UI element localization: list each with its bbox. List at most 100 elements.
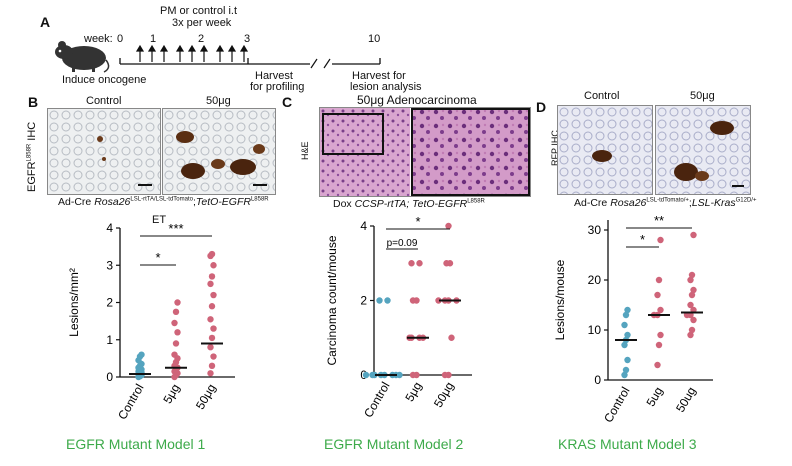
harvest-lesion-line1: Harvest for — [352, 70, 406, 82]
data-point — [210, 291, 217, 299]
x-tick-label: 5μg — [402, 380, 424, 405]
harvest-profiling-line1: Harvest — [255, 70, 293, 82]
harvest-profiling-line2: for profiling — [250, 81, 305, 93]
data-point — [208, 273, 216, 280]
y-tick-label: 0 — [106, 370, 113, 384]
panel-b-et-label: ET — [152, 214, 167, 226]
data-point — [172, 308, 180, 316]
data-point — [445, 222, 452, 230]
week-3: 3 — [244, 33, 251, 45]
data-point — [654, 361, 661, 369]
data-point — [688, 326, 696, 334]
y-tick-label: 20 — [588, 273, 602, 287]
data-point — [207, 316, 214, 323]
y-tick-label: 2 — [360, 294, 367, 308]
data-point — [443, 260, 450, 267]
significance-label: * — [640, 232, 645, 247]
panel-d-control-micrograph — [557, 105, 653, 195]
x-tick-label: 5ug — [643, 385, 665, 409]
significance-label: * — [155, 250, 160, 265]
y-tick-label: 2 — [106, 296, 113, 310]
panel-b-model-title: EGFR Mutant Model 1 — [66, 436, 206, 452]
y-tick-label: 3 — [106, 258, 113, 272]
data-point — [657, 306, 664, 314]
y-tick-label: 4 — [360, 219, 367, 233]
data-point — [690, 286, 697, 294]
data-point — [688, 271, 696, 279]
data-point — [657, 331, 664, 339]
panel-c-title: 50μg Adenocarcinoma — [357, 93, 477, 107]
y-tick-label: 10 — [588, 323, 602, 337]
panel-b-control-micrograph — [47, 108, 161, 195]
data-point — [624, 356, 631, 364]
panel-b-control-label: Control — [86, 95, 122, 107]
panel-d-model-title: KRAS Mutant Model 3 — [558, 436, 697, 452]
x-tick-label: 50μg — [431, 380, 457, 410]
treatment-label: PM or control i.t — [160, 5, 238, 17]
week-0: 0 — [117, 33, 124, 45]
data-point — [171, 351, 178, 358]
panel-c-he-micrograph — [319, 107, 531, 197]
data-point — [416, 260, 423, 267]
week-label: week: — [84, 33, 113, 45]
data-point — [207, 344, 214, 351]
data-point — [207, 280, 214, 288]
panel-c-genotype: Dox CCSP-rtTA; TetO-EGFRL858R — [333, 198, 485, 210]
significance-label: * — [415, 214, 420, 229]
y-tick-label: 4 — [106, 221, 113, 235]
data-point — [362, 371, 370, 379]
x-tick-label: 5μg — [160, 382, 182, 407]
panel-b-dose-micrograph — [162, 108, 276, 195]
data-point — [448, 334, 455, 341]
data-point — [210, 353, 217, 360]
y-tick-label: 1 — [106, 333, 113, 347]
panel-c-model-title: EGFR Mutant Model 2 — [324, 436, 464, 452]
data-point — [174, 299, 181, 306]
y-tick-label: 0 — [594, 373, 601, 387]
data-point — [384, 297, 391, 304]
panel-b-genotype: Ad-Cre Rosa26LSL-rtTA/LSL-tdTomato;TetO-… — [58, 196, 269, 208]
data-point — [207, 370, 214, 377]
panel-d-dose-micrograph — [655, 105, 751, 195]
panel-d-control-label: Control — [584, 90, 620, 102]
data-point — [622, 311, 630, 319]
y-axis-label: Carcinoma count/mouse — [325, 235, 339, 365]
data-point — [138, 351, 145, 358]
panel-b-letter: B — [28, 94, 39, 110]
data-point — [624, 331, 631, 339]
data-point — [210, 262, 217, 269]
panel-b-ihc-label: EGFRL858R IHC — [26, 121, 38, 192]
data-point — [171, 319, 178, 327]
panel-d-letter: D — [536, 99, 547, 115]
mouse-caption: Induce oncogene — [62, 74, 147, 86]
data-point — [172, 340, 180, 347]
data-point — [690, 316, 697, 324]
x-tick-label: Control — [361, 380, 392, 421]
data-point — [409, 371, 417, 379]
x-tick-label: 50ug — [673, 385, 698, 415]
data-point — [210, 325, 217, 332]
week-10: 10 — [368, 33, 381, 45]
data-point — [657, 236, 664, 244]
panel-d-dose-label: 50μg — [690, 90, 715, 102]
panel-c-stain-label: H&E — [300, 141, 310, 160]
data-point — [621, 371, 628, 379]
x-tick-label: Control — [601, 385, 632, 426]
y-axis-label: Lesions/mouse — [553, 259, 567, 340]
data-point — [409, 297, 417, 304]
significance-label: *** — [168, 221, 183, 236]
panel-d-genotype: Ad-Cre Rosa26LSL-tdTomato/+;LSL-KrasG12D… — [574, 197, 757, 209]
data-point — [621, 341, 628, 349]
data-point — [690, 231, 697, 239]
data-point — [624, 306, 631, 314]
timeline-axis — [119, 44, 381, 69]
data-point — [208, 303, 216, 310]
data-point — [441, 371, 449, 379]
harvest-lesion-line2: lesion analysis — [350, 81, 422, 93]
data-point — [655, 341, 663, 349]
data-point — [376, 297, 383, 304]
data-point — [622, 366, 630, 374]
y-axis-label: Lesions/mm² — [67, 268, 81, 337]
